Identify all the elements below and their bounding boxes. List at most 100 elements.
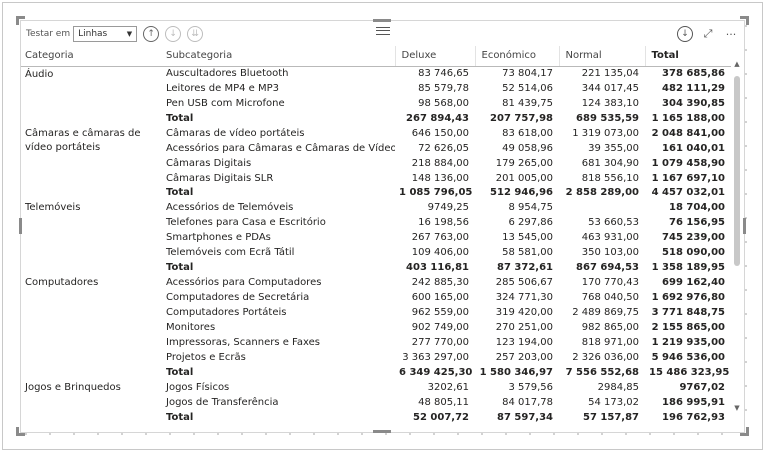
subcategory-cell[interactable]: Acessórios para Câmaras e Câmaras de Víd… (166, 142, 395, 154)
subcategory-cell[interactable]: Computadores de Secretária (166, 292, 310, 304)
subcategory-cell[interactable]: Acessórios para Computadores (166, 277, 322, 289)
subtotal-row[interactable]: Total 1 085 796,05 512 946,96 2 858 289,00 4… (21, 186, 731, 201)
drill-down-icon[interactable]: ↓ (165, 26, 182, 42)
resize-handle-top[interactable] (373, 19, 391, 22)
subtotal-label[interactable]: Total (166, 366, 194, 378)
subtotal-label[interactable]: Total (166, 112, 194, 124)
scrollbar-thumb[interactable] (734, 76, 740, 266)
table-row[interactable]: Projetos e Ecrãs 3 363 297,00 257 203,00 2 … (21, 350, 731, 365)
table-row[interactable]: Impressoras, Scanners e Faxes 277 770,00 1… (21, 335, 731, 350)
drill-on-select[interactable]: Linhas ▼ (73, 26, 138, 42)
value-cell-normal: 818 556,10 (581, 172, 639, 184)
value-cell-total: 699 162,40 (662, 277, 725, 289)
table-row[interactable]: Telemóveis Acessórios de Telemóveis 9749,2… (21, 200, 731, 215)
column-header-economico[interactable]: Económico (474, 46, 559, 67)
subcategory-cell[interactable]: Telemóveis com Ecrã Tátil (166, 247, 295, 259)
value-cell-deluxe: 98 568,00 (418, 97, 469, 109)
resize-handle-right[interactable] (743, 218, 746, 234)
value-cell-total: 3 771 848,75 (651, 306, 725, 318)
value-cell-deluxe: 48 805,11 (418, 396, 469, 408)
subtotal-label[interactable]: Total (166, 411, 194, 423)
column-header-normal[interactable]: Normal (558, 46, 645, 67)
table-row[interactable]: Computadores Acessórios para Computadores… (21, 275, 731, 290)
resize-handle-bottom-right[interactable] (740, 427, 749, 436)
table-row[interactable]: Acessórios para Câmaras e Câmaras de Víd… (21, 141, 731, 156)
table-row[interactable]: Monitores 902 749,00 270 251,00 982 865,00 2… (21, 320, 731, 335)
scroll-down-icon[interactable]: ▼ (734, 404, 740, 412)
value-cell-total: 1 079 458,90 (651, 157, 725, 169)
more-options-icon[interactable]: ··· (725, 27, 737, 41)
category-cell[interactable]: Jogos e Brinquedos (25, 381, 121, 393)
subcategory-cell[interactable]: Impressoras, Scanners e Faxes (166, 336, 320, 348)
subtotal-row[interactable]: Total 403 116,81 87 372,61 867 694,53 1 358 … (21, 260, 731, 275)
subcategory-cell[interactable]: Smartphones e PDAs (166, 232, 271, 244)
column-header-categoria[interactable]: Categoria (21, 46, 162, 67)
subcategory-cell[interactable]: Câmaras de vídeo portáteis (166, 127, 305, 139)
value-cell-economico: 83 618,00 (502, 127, 553, 139)
value-cell-total: 518 090,00 (662, 247, 725, 259)
subtotal-label[interactable]: Total (166, 187, 194, 199)
category-cell[interactable]: Telemóveis (25, 202, 81, 214)
column-header-subcategoria[interactable]: Subcategoria (162, 46, 395, 67)
subcategory-cell[interactable]: Jogos Físicos (166, 381, 230, 393)
table-row[interactable]: Telemóveis com Ecrã Tátil 109 406,00 58 58… (21, 245, 731, 260)
subcategory-cell[interactable]: Pen USB com Microfone (166, 97, 285, 109)
resize-handle-left[interactable] (19, 218, 22, 234)
resize-handle-bottom-left[interactable] (16, 427, 25, 436)
column-header-total[interactable]: Total (644, 46, 731, 67)
table-row[interactable]: Telefones para Casa e Escritório 16 198,5… (21, 215, 731, 230)
value-cell-total: 2 155 865,00 (651, 321, 725, 333)
subcategory-cell[interactable]: Projetos e Ecrãs (166, 351, 246, 363)
drill-up-icon[interactable]: ↑ (143, 26, 160, 42)
resize-handle-top-right[interactable] (740, 16, 749, 25)
expand-all-icon[interactable]: ⇊ (187, 26, 204, 42)
subcategory-cell[interactable]: Auscultadores Bluetooth (166, 68, 289, 80)
subcategory-cell[interactable]: Telefones para Casa e Escritório (166, 217, 326, 229)
vertical-scrollbar[interactable]: ▲ ▼ (733, 60, 741, 412)
table-row[interactable]: Áudio Auscultadores Bluetooth 83 746,65 73 … (21, 66, 731, 81)
subcategory-cell[interactable]: Câmaras Digitais (166, 157, 252, 169)
subcategory-cell[interactable]: Leitores de MP4 e MP3 (166, 82, 280, 94)
scroll-up-icon[interactable]: ▲ (734, 60, 740, 68)
focus-mode-icon[interactable]: ⤢ (703, 27, 713, 40)
table-row[interactable]: Câmaras e câmaras de vídeo portáteis Câma… (21, 126, 731, 153)
subcategory-cell[interactable]: Câmaras Digitais SLR (166, 172, 274, 184)
value-cell-economico: 1 580 346,97 (479, 366, 553, 378)
drill-on-label: Testar em (26, 29, 71, 39)
subcategory-cell[interactable]: Monitores (166, 321, 216, 333)
table-row[interactable]: Câmaras Digitais SLR 148 136,00 201 005,00… (21, 171, 731, 186)
value-cell-economico: 3 579,56 (508, 381, 553, 393)
category-cell[interactable]: Câmaras e câmaras de vídeo portáteis (25, 127, 141, 153)
subtotal-label[interactable]: Total (166, 262, 194, 274)
drag-grip-icon[interactable] (376, 27, 390, 35)
value-cell-total: 1 167 697,10 (651, 172, 725, 184)
column-header-deluxe[interactable]: Deluxe (394, 46, 475, 67)
table-row[interactable]: Smartphones e PDAs 267 763,00 13 545,00 463… (21, 230, 731, 245)
value-cell-economico: 207 757,98 (490, 112, 553, 124)
subtotal-row[interactable]: Total 52 007,72 87 597,34 57 157,87 196 762,… (21, 410, 731, 425)
arrow-down-circle-icon[interactable]: ↓ (677, 26, 693, 42)
matrix-table-container: Categoria Subcategoria Deluxe Económico … (21, 46, 731, 429)
table-row[interactable]: Jogos de Transferência 48 805,11 84 017,78… (21, 395, 731, 410)
category-cell[interactable]: Computadores (25, 277, 99, 289)
category-cell[interactable]: Áudio (25, 68, 54, 80)
value-cell-normal: 681 304,90 (581, 157, 639, 169)
resize-handle-top-left[interactable] (16, 16, 25, 25)
resize-handle-bottom[interactable] (373, 430, 391, 433)
value-cell-normal: 2 858 289,00 (565, 187, 639, 199)
table-row[interactable]: Pen USB com Microfone 98 568,00 81 439,75 1… (21, 96, 731, 111)
subcategory-cell[interactable]: Jogos de Transferência (166, 396, 279, 408)
value-cell-normal: 768 040,50 (581, 292, 639, 304)
table-row[interactable]: Câmaras Digitais 218 884,00 179 265,00 681 … (21, 156, 731, 171)
value-cell-economico: 81 439,75 (502, 97, 553, 109)
subcategory-cell[interactable]: Computadores Portáteis (166, 306, 287, 318)
table-row[interactable]: Computadores de Secretária 600 165,00 324 … (21, 290, 731, 305)
table-row[interactable]: Computadores Portáteis 962 559,00 319 420,… (21, 305, 731, 320)
table-row[interactable]: Leitores de MP4 e MP3 85 579,78 52 514,06 3… (21, 81, 731, 96)
value-cell-economico: 73 804,17 (502, 68, 553, 80)
table-row[interactable]: Jogos e Brinquedos Jogos Físicos 3202,61 3 … (21, 380, 731, 395)
subtotal-row[interactable]: Total 6 349 425,30 1 580 346,97 7 556 552,6… (21, 365, 731, 380)
value-cell-economico: 52 514,06 (502, 82, 553, 94)
subcategory-cell[interactable]: Acessórios de Telemóveis (166, 202, 294, 214)
subtotal-row[interactable]: Total 267 894,43 207 757,98 689 535,59 1 165… (21, 111, 731, 126)
